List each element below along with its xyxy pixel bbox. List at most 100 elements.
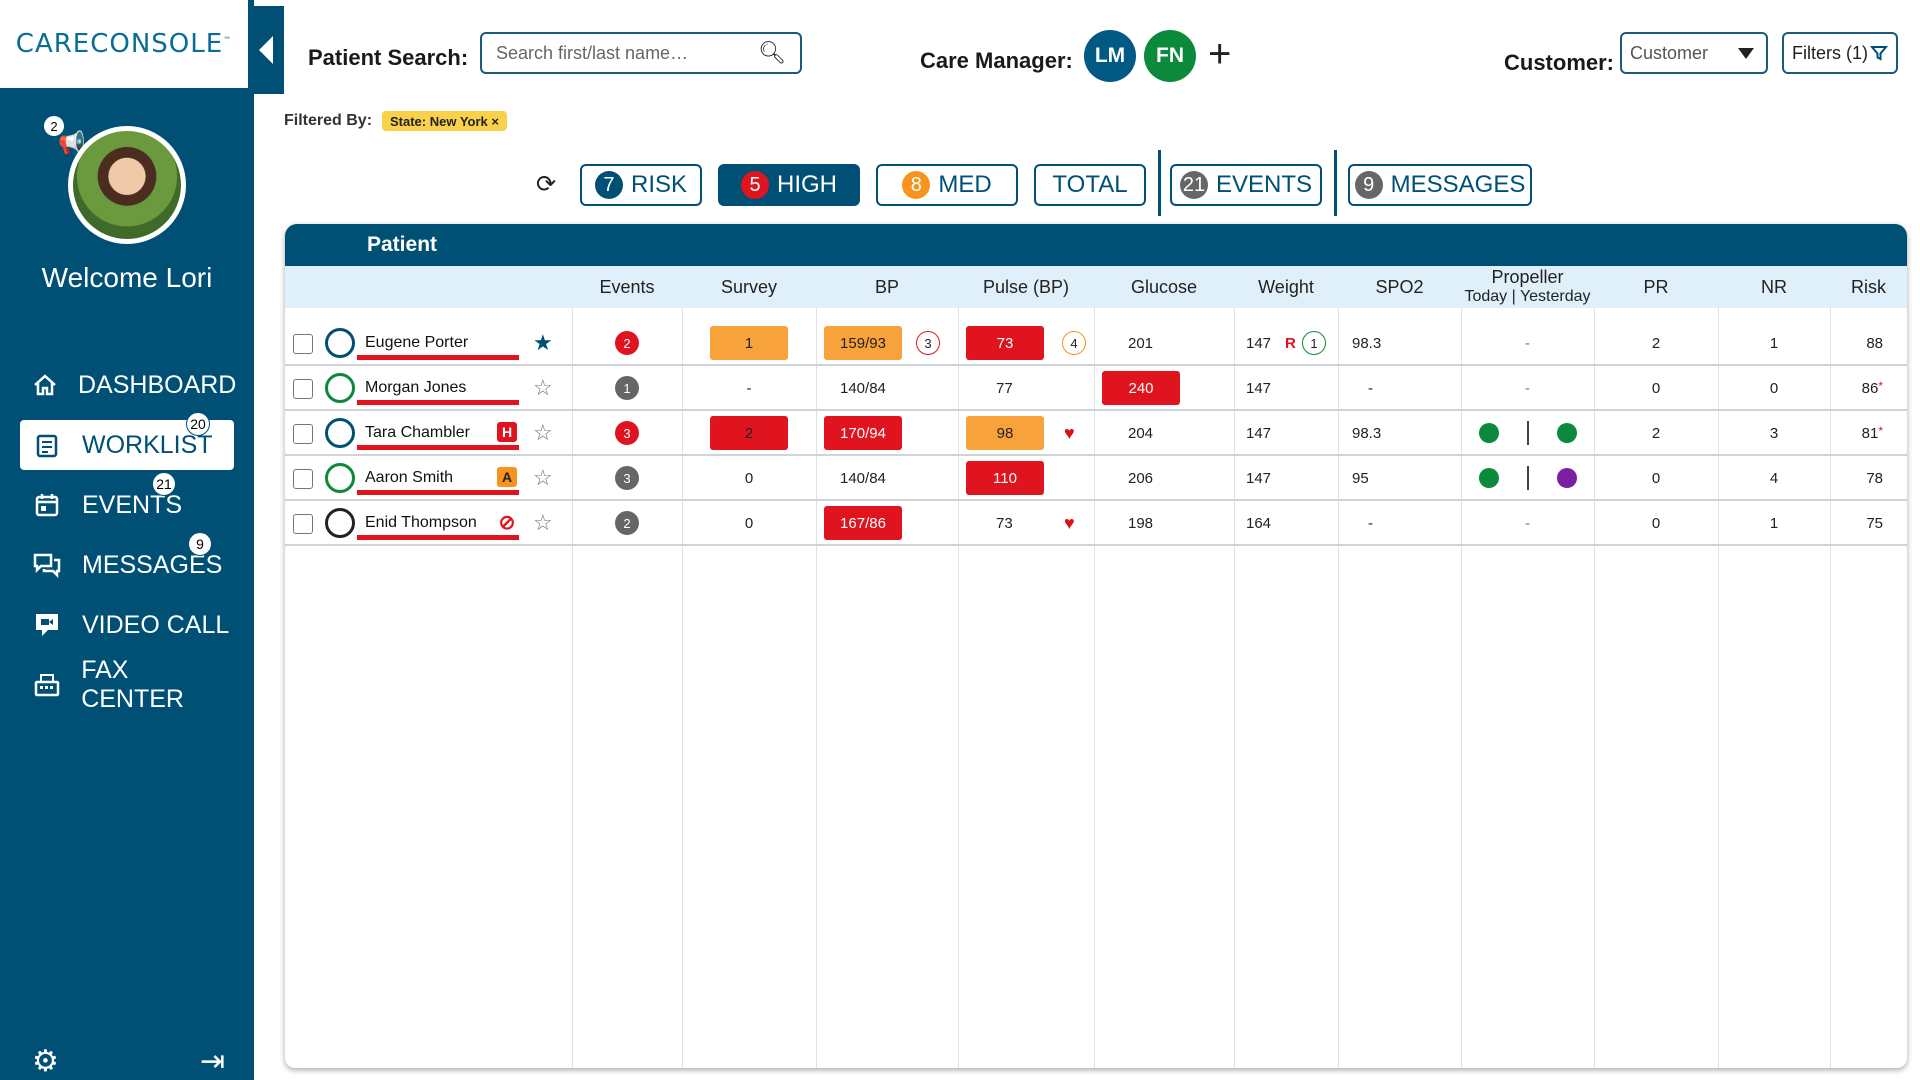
sidebar-item-messages[interactable]: MESSAGES 9 (20, 532, 234, 590)
sidebar-item-events[interactable]: EVENTS 21 (20, 472, 234, 530)
sidebar-item-dashboard[interactable]: DASHBOARD (20, 360, 236, 410)
sidebar: 2 📢 Welcome Lori DASHBOARD WORKLIST 20 EVEN… (0, 0, 254, 1080)
sidebar-item-worklist[interactable]: WORKLIST 20 (20, 412, 234, 470)
column-header-bp[interactable]: BP (874, 276, 899, 297)
tab-messages[interactable]: 9 MESSAGES (1348, 164, 1532, 206)
filter-chip-state[interactable]: State: New York × (382, 111, 507, 131)
sidebar-collapse-button[interactable] (248, 6, 284, 94)
cell-spo2: - (1338, 502, 1461, 544)
care-manager-avatar[interactable]: FN (1144, 30, 1196, 82)
nr-value: 1 (1769, 334, 1779, 352)
events-count-badge[interactable]: 2 (615, 511, 639, 535)
cell-spo2: - (1338, 367, 1461, 409)
refresh-icon[interactable]: ⟳ (536, 171, 557, 198)
fax-icon (32, 670, 61, 700)
events-count-badge[interactable]: 3 (615, 466, 639, 490)
column-header-pulse[interactable]: Pulse (BP) (982, 276, 1070, 297)
patient-search-input[interactable] (496, 42, 759, 64)
column-divider (958, 308, 959, 1068)
patient-name-link[interactable]: Morgan Jones (357, 375, 519, 405)
care-manager-avatar[interactable]: LM (1084, 30, 1136, 82)
patient-search-box[interactable]: 🔍︎ (480, 32, 802, 74)
tab-risk[interactable]: 7 RISK (580, 164, 702, 206)
cell-weight: 147 R 1 (1234, 322, 1338, 364)
column-header-spo2[interactable]: SPO2 (1375, 276, 1424, 297)
user-avatar[interactable] (68, 126, 186, 244)
pulse-value: 73 (996, 514, 1013, 532)
bp-count-circle[interactable]: 3 (916, 331, 940, 355)
add-care-manager-button[interactable]: + (1208, 32, 1232, 76)
row-checkbox[interactable] (293, 514, 313, 534)
sidebar-item-fax-center[interactable]: FAX CENTER (20, 656, 234, 713)
search-icon[interactable]: 🔍︎ (758, 40, 786, 65)
column-header-events[interactable]: Events (599, 276, 655, 297)
hospital-flag-icon: H (497, 422, 517, 442)
weight-count-circle[interactable]: 1 (1302, 331, 1326, 355)
patient-name-link[interactable]: Enid Thompson ⊘ (357, 510, 519, 540)
glucose-value[interactable]: 240 (1102, 371, 1180, 405)
pulse-count-circle[interactable]: 4 (1062, 331, 1086, 355)
tab-events[interactable]: 21 EVENTS (1170, 164, 1322, 206)
column-header-pr[interactable]: PR (1643, 276, 1669, 297)
column-divider (1094, 308, 1095, 1068)
customer-select[interactable]: Customer (1620, 32, 1768, 74)
cell-pulse: 98 ♥ (958, 412, 1094, 454)
column-header-nr[interactable]: NR (1761, 276, 1787, 297)
risk-value: 81 (1861, 424, 1879, 442)
star-outline-icon[interactable]: ☆ (533, 420, 553, 445)
table-row[interactable]: Aaron Smith A ☆ 3 0 140/84 110 206 147 95 0 4 78 (285, 457, 1907, 501)
pulse-value[interactable]: 98 (966, 416, 1044, 450)
events-count-badge[interactable]: 2 (615, 331, 639, 355)
patient-name-link[interactable]: Tara Chambler H (357, 420, 519, 450)
column-header-risk[interactable]: Risk (1851, 276, 1886, 297)
survey-value[interactable]: 1 (710, 326, 788, 360)
column-header-survey[interactable]: Survey (720, 276, 778, 297)
row-checkbox[interactable] (293, 424, 313, 444)
cell-pulse: 77 (958, 367, 1094, 409)
risk-value: 78 (1866, 469, 1883, 487)
risk-asterisk: * (1878, 424, 1883, 438)
table-row[interactable]: Tara Chambler H ☆ 3 2 170/94 98 ♥ 204 147 98.3 2 3 81… (285, 412, 1907, 456)
tab-high[interactable]: 5 HIGH (718, 164, 860, 206)
chevron-down-icon (1738, 47, 1754, 59)
star-outline-icon[interactable]: ☆ (533, 375, 553, 400)
filters-button[interactable]: Filters (1) (1782, 32, 1898, 74)
star-outline-icon[interactable]: ☆ (533, 465, 553, 490)
survey-value[interactable]: 2 (710, 416, 788, 450)
pr-value: 2 (1651, 334, 1661, 352)
events-count-badge[interactable]: 3 (615, 421, 639, 445)
row-checkbox[interactable] (293, 379, 313, 399)
bp-value: 140/84 (840, 469, 886, 487)
gear-icon[interactable]: ⚙ (32, 1045, 59, 1078)
column-header-propeller[interactable]: Propeller Today | Yesterday (1461, 266, 1594, 308)
star-outline-icon[interactable]: ☆ (533, 510, 553, 535)
cell-pulse: 110 (958, 457, 1094, 499)
patient-name-link[interactable]: Aaron Smith A (357, 465, 519, 495)
bp-value[interactable]: 167/86 (824, 506, 902, 540)
star-filled-icon[interactable]: ★ (533, 330, 553, 355)
nr-value: 3 (1769, 424, 1779, 442)
logout-icon[interactable]: ⇥ (200, 1045, 226, 1078)
notification-count: 2 (44, 116, 64, 136)
patient-name-link[interactable]: Eugene Porter (357, 330, 519, 360)
row-checkbox[interactable] (293, 334, 313, 354)
sidebar-item-video-call[interactable]: VIDEO CALL (20, 600, 234, 650)
column-header-weight[interactable]: Weight (1258, 276, 1314, 297)
table-row[interactable]: Enid Thompson ⊘ ☆ 2 0 167/86 73 ♥ 198 164 - - 0 1 75 (285, 502, 1907, 546)
row-checkbox[interactable] (293, 469, 313, 489)
table-row[interactable]: Eugene Porter ★ 2 1 159/93 3 73 4 201 147 R 1 98.3-2… (285, 322, 1907, 366)
bp-value[interactable]: 159/93 (824, 326, 902, 360)
column-header-glucose[interactable]: Glucose (1130, 276, 1198, 297)
cell-bp: 140/84 (816, 367, 958, 409)
tab-total[interactable]: TOTAL (1034, 164, 1146, 206)
cell-spo2: 98.3 (1338, 412, 1461, 454)
heart-pulse-icon: ♥ (1064, 423, 1075, 443)
logo-area: CARECONSOLE™ (0, 0, 248, 88)
tab-med[interactable]: 8 MED (876, 164, 1018, 206)
tab-count: 21 (1179, 171, 1208, 199)
events-count-badge[interactable]: 1 (615, 376, 639, 400)
pulse-value[interactable]: 110 (966, 461, 1044, 495)
bp-value[interactable]: 170/94 (824, 416, 902, 450)
pulse-value[interactable]: 73 (966, 326, 1044, 360)
table-row[interactable]: Morgan Jones ☆ 1 - 140/84 77 240 147 - - 0 0 86 * (285, 367, 1907, 411)
